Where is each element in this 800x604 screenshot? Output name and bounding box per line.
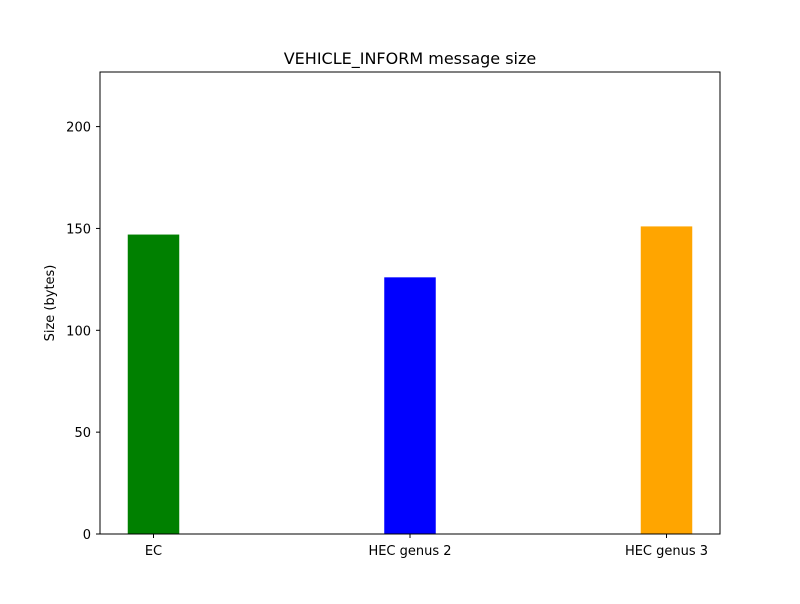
x-axis-ticks: EC HEC genus 2 HEC genus 3 [145, 534, 708, 559]
plot-area-frame [99, 71, 721, 535]
x-tick-label: HEC genus 3 [625, 544, 708, 559]
bar-hec-genus-2 [384, 277, 436, 534]
y-tick-label: 50 [74, 426, 91, 441]
bars-layer [127, 226, 693, 535]
y-axis-ticks: 0 50 100 150 200 [66, 121, 100, 543]
y-tick-label: 150 [66, 222, 91, 237]
bar-hec-genus-3 [640, 226, 693, 534]
y-tick-label: 200 [66, 121, 91, 136]
x-tick-label: HEC genus 2 [368, 544, 451, 559]
chart-title: VEHICLE_INFORM message size [284, 49, 537, 69]
x-tick-label: EC [145, 544, 162, 559]
y-tick-label: 0 [83, 528, 91, 543]
y-tick-label: 100 [66, 324, 91, 339]
bar-ec [127, 234, 180, 535]
y-axis-label: Size (bytes) [43, 265, 58, 342]
